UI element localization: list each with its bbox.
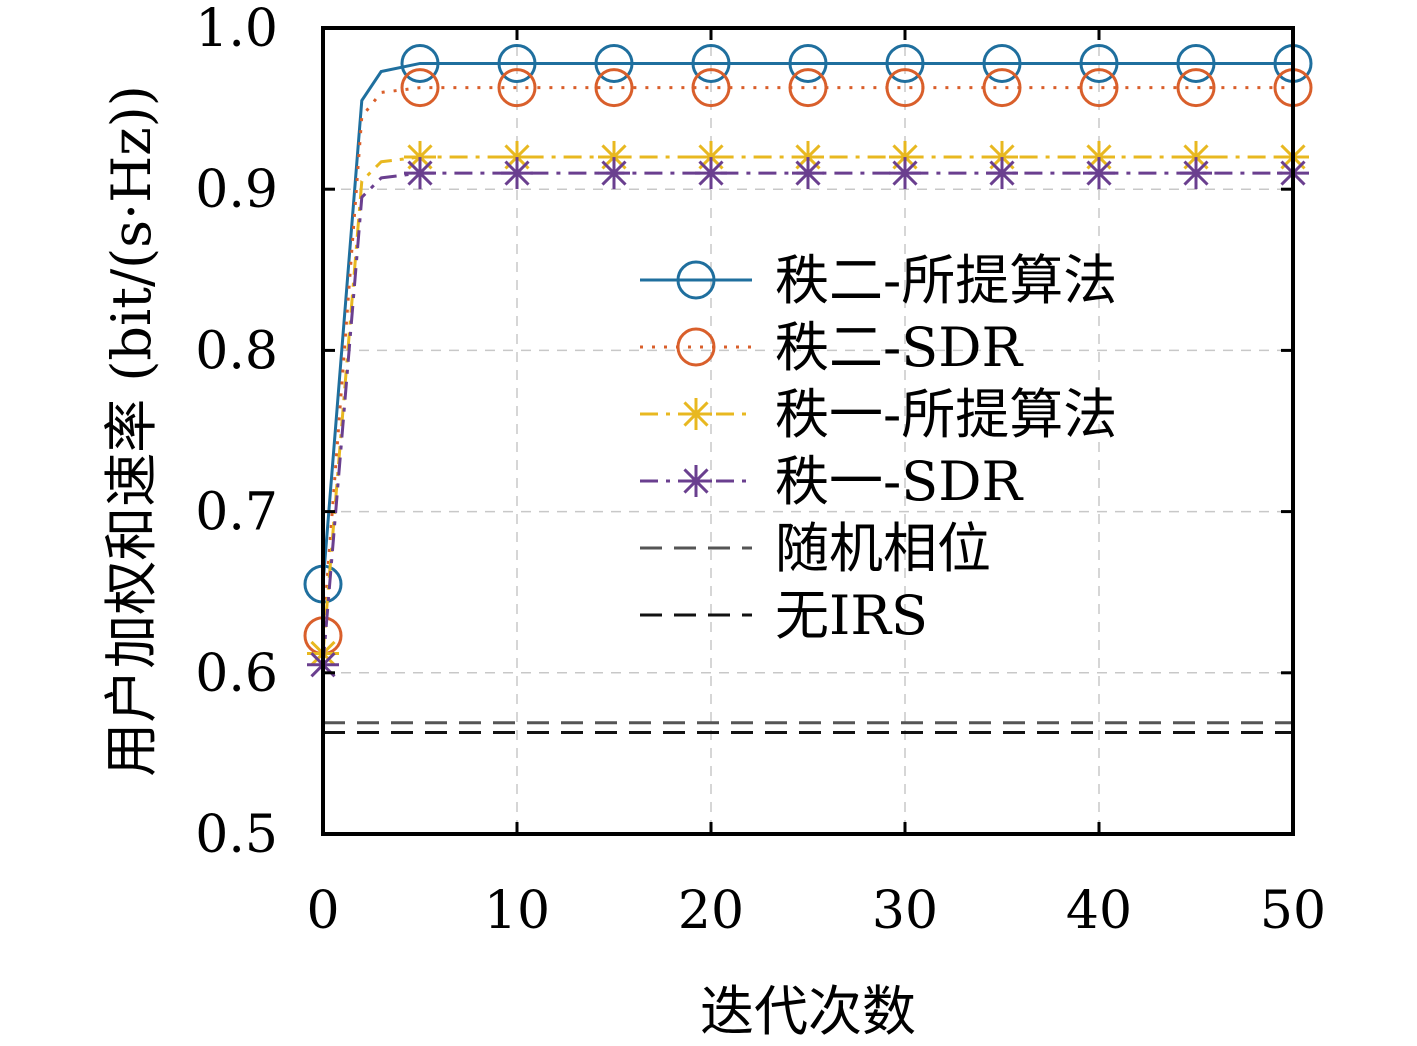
series-4-point-stroke xyxy=(601,160,627,186)
series-2-point xyxy=(400,68,440,108)
series-2-point xyxy=(982,68,1022,108)
legend-label-6: 无IRS xyxy=(775,584,928,647)
y-tick-label: 0.7 xyxy=(195,483,278,543)
x-tick-label: 50 xyxy=(1260,881,1326,941)
legend-label-2: 秩二-SDR xyxy=(775,316,1024,379)
series-4-point-stroke xyxy=(795,160,821,186)
y-tick-label: 1.0 xyxy=(195,0,278,59)
series-1-point xyxy=(497,43,537,83)
legend-label-1: 秩二-所提算法 xyxy=(775,249,1117,312)
y-axis-title: 用户加权和速率 (bit/(s·Hz)) xyxy=(100,85,163,777)
series-4-point-stroke xyxy=(989,160,1015,186)
series-1-point xyxy=(1079,43,1119,83)
series-4-point-stroke xyxy=(1086,160,1112,186)
legend-marker-2 xyxy=(676,327,716,367)
series-4-point xyxy=(598,157,630,190)
legend-label-4: 秩一-SDR xyxy=(775,450,1024,513)
y-tick-label: 0.9 xyxy=(195,160,278,220)
y-tick-label: 0.8 xyxy=(195,321,278,381)
legend-marker-4 xyxy=(680,465,712,497)
series-1-point xyxy=(594,43,634,83)
series-4-point xyxy=(695,157,727,190)
series-2 xyxy=(303,68,1313,656)
series-2-point xyxy=(594,68,634,108)
series-2-point xyxy=(885,68,925,108)
legend-label-3: 秩一-所提算法 xyxy=(775,383,1117,446)
legend-marker-1 xyxy=(676,260,716,300)
series-1-point xyxy=(982,43,1022,83)
x-tick-label: 20 xyxy=(678,881,744,941)
series-4-point xyxy=(986,157,1018,190)
series-2-point xyxy=(1079,68,1119,108)
series-2-point xyxy=(497,68,537,108)
series-1-point xyxy=(885,43,925,83)
series-4-point xyxy=(792,157,824,190)
series-4-point xyxy=(1083,157,1115,190)
series-4-point-stroke xyxy=(1183,160,1209,186)
legend-marker-4-stroke xyxy=(683,468,709,494)
x-tick-label: 40 xyxy=(1066,881,1132,941)
plot-frame xyxy=(321,26,1295,836)
series-4-point xyxy=(889,157,921,190)
series-1-point xyxy=(1176,43,1216,83)
legend-marker-3-stroke xyxy=(683,401,709,427)
legend-marker-3 xyxy=(680,398,712,430)
series-1-point xyxy=(400,43,440,83)
y-tick-label: 0.6 xyxy=(195,644,278,704)
legend-label-5: 随机相位 xyxy=(775,517,991,580)
series-4-point-stroke xyxy=(892,160,918,186)
series-1-line xyxy=(321,61,1293,585)
axis-ticks: 0 10 20 30 40 50 0.5 0.6 0.7 0.8 0.9 1.0 xyxy=(195,0,1326,941)
series-4-point xyxy=(404,157,436,190)
x-tick-label: 30 xyxy=(872,881,938,941)
x-axis-title: 迭代次数 xyxy=(700,980,916,1043)
series-4-point-stroke xyxy=(407,160,433,186)
series-4-point-stroke xyxy=(504,160,530,186)
x-tick-label: 0 xyxy=(306,881,339,941)
series-2-point xyxy=(1176,68,1216,108)
series-1-point xyxy=(788,43,828,83)
y-tick-label: 0.5 xyxy=(195,805,278,865)
series-4-point-stroke xyxy=(698,160,724,186)
series-2-point xyxy=(691,68,731,108)
series-1-point xyxy=(691,43,731,83)
series-2-point xyxy=(788,68,828,108)
series-4-point xyxy=(1180,157,1212,190)
x-tick-label: 10 xyxy=(484,881,550,941)
series-1 xyxy=(303,43,1313,604)
series-4-point xyxy=(501,157,533,190)
